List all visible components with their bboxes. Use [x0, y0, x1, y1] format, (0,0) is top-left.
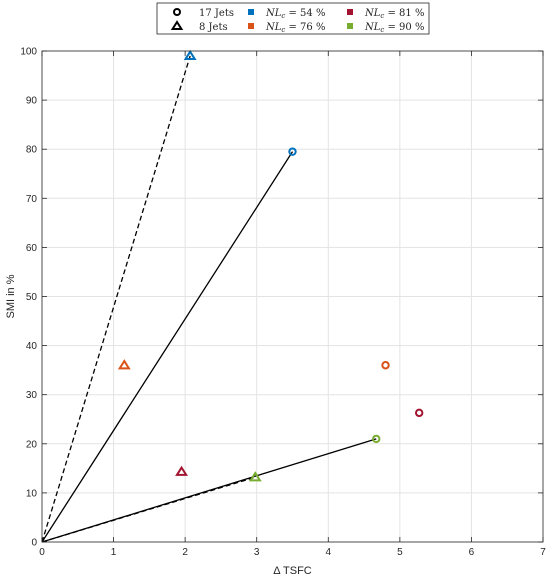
x-axis-title: Δ TSFC	[273, 565, 312, 577]
y-tick-label: 30	[26, 390, 38, 401]
x-tick-label: 3	[254, 547, 260, 558]
legend-color-label: NLc = 81 %	[364, 8, 424, 20]
y-axis-title: SMI in %	[5, 274, 17, 318]
triangle-point	[183, 49, 197, 61]
y-tick-label: 40	[26, 341, 38, 352]
trend-lines	[41, 55, 377, 543]
x-tick-label: 7	[540, 547, 546, 558]
y-tick-label: 60	[26, 243, 38, 254]
data-points	[117, 49, 424, 482]
circle-point	[288, 147, 297, 156]
legend-color-swatch	[248, 9, 254, 15]
y-tick-label: 50	[26, 292, 38, 303]
dashed-trend-line	[41, 476, 256, 543]
circle-point	[414, 408, 424, 418]
y-tick-label: 70	[26, 194, 38, 205]
y-tick-label: 80	[26, 145, 38, 156]
y-tick-label: 0	[31, 538, 37, 549]
legend-marker-label: 8 Jets	[199, 22, 228, 33]
legend-color-label: NLc = 76 %	[265, 22, 325, 34]
legend-color-swatch	[248, 23, 254, 29]
legend-color-swatch	[347, 9, 353, 15]
legend-color-label: NLc = 90 %	[364, 22, 424, 34]
circle-point	[381, 361, 390, 370]
legend-color-label: NLc = 54 %	[265, 8, 325, 20]
y-tick-label: 100	[20, 47, 37, 58]
x-tick-label: 5	[397, 547, 403, 558]
triangle-point	[175, 465, 188, 476]
legend-circle-marker	[173, 8, 181, 16]
legend-color-swatch	[347, 23, 353, 29]
dashed-trend-line	[41, 55, 191, 543]
circle-point	[372, 434, 381, 444]
x-tick-label: 6	[469, 547, 475, 558]
x-tick-label: 4	[326, 547, 332, 558]
y-tick-label: 90	[26, 96, 38, 107]
y-tick-label: 10	[26, 488, 38, 499]
legend: 17 Jets 8 Jets NLc = 54 % NLc = 76 % NLc = 8…	[156, 2, 430, 35]
legend-triangle-marker	[170, 20, 184, 30]
x-tick-label: 0	[39, 547, 45, 558]
triangle-point	[248, 471, 262, 482]
x-tick-label: 1	[111, 547, 117, 558]
y-tick-label: 20	[26, 439, 38, 450]
triangle-point	[117, 359, 131, 370]
solid-trend-line	[41, 151, 294, 543]
legend-box	[156, 2, 430, 35]
axes	[41, 50, 544, 543]
x-tick-label: 2	[182, 547, 188, 558]
legend-marker-label: 17 Jets	[199, 8, 234, 19]
